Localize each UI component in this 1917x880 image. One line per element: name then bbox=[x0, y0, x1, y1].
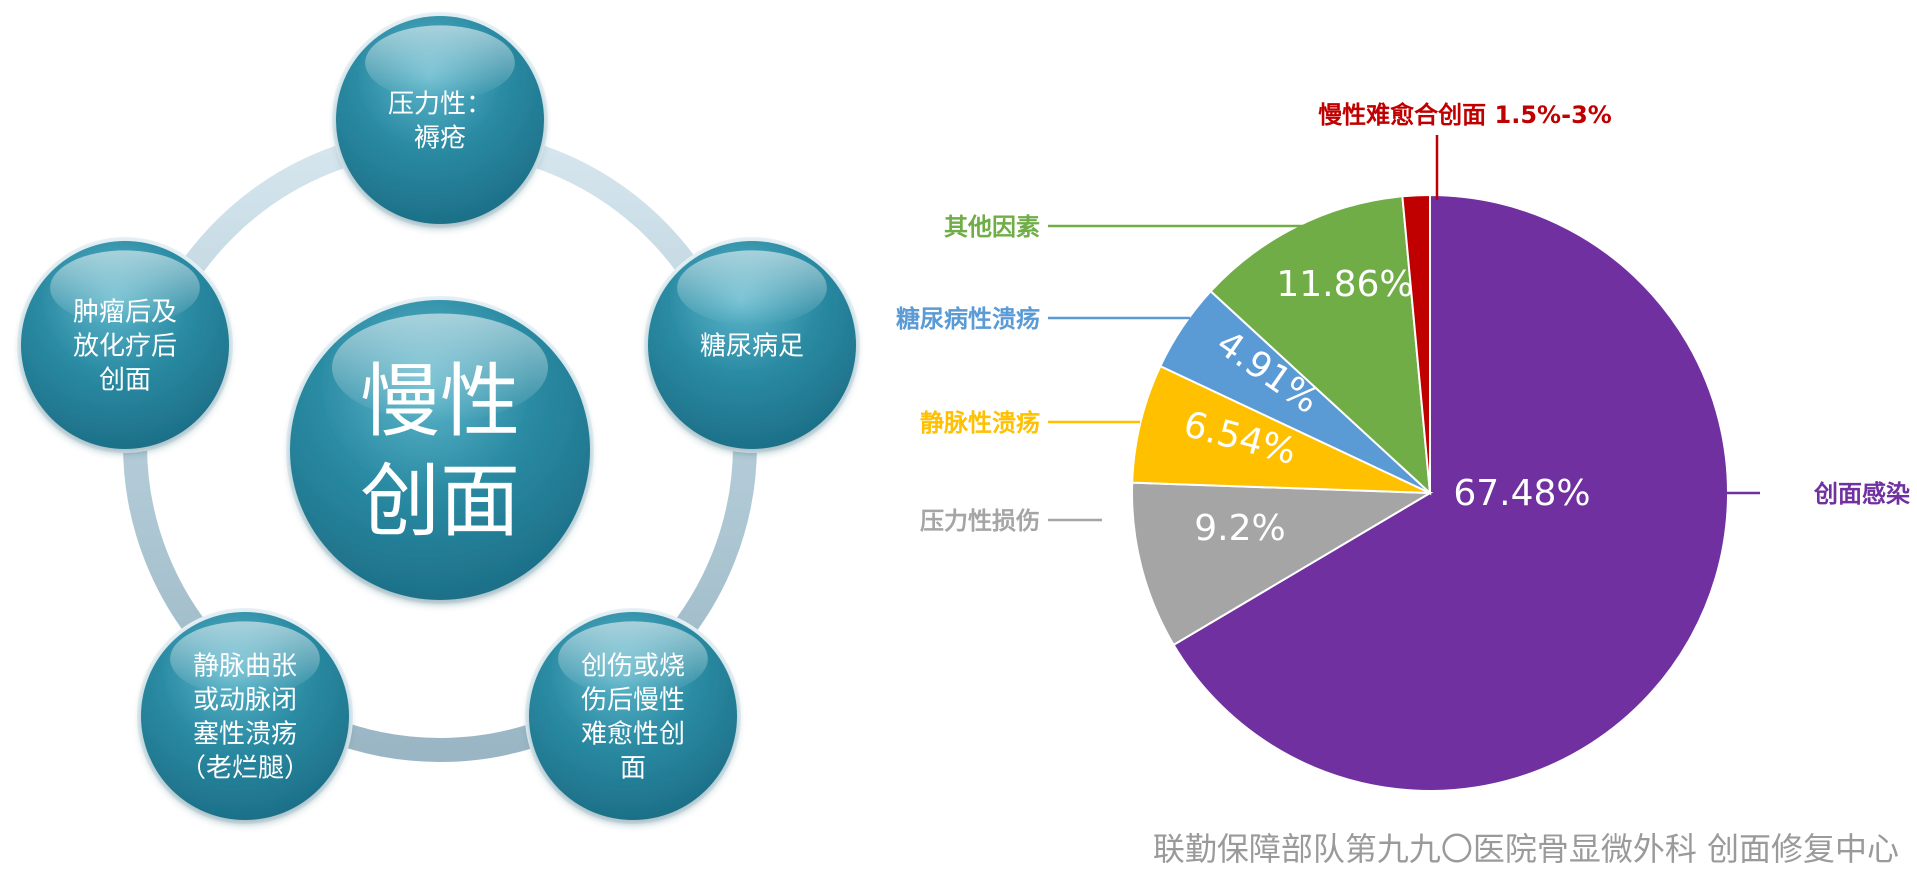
node-top-gloss bbox=[365, 25, 515, 101]
node-top: 压力性： 褥疮 bbox=[332, 12, 548, 228]
node-right-gloss bbox=[677, 250, 827, 326]
pie-slice bbox=[1131, 481, 1434, 647]
node-bottom-right-gloss bbox=[558, 621, 708, 697]
node-bottom-left-gloss bbox=[170, 621, 320, 697]
node-bottom-right-text: 难愈性创 bbox=[581, 719, 685, 749]
pie-chart: 67.48% 创面感染9.2%压力性损伤6.54%静脉性溃疡4.91%糖尿病性溃疡… bbox=[896, 101, 1910, 792]
node-top-text: 压力性： bbox=[388, 89, 492, 119]
node-bottom-left-text: 或动脉闭 bbox=[193, 685, 297, 715]
pie-category-label: 静脉性溃疡 bbox=[920, 409, 1040, 437]
pie-value-label: 11.86% bbox=[1276, 264, 1413, 305]
node-bottom-right-text: 伤后慢性 bbox=[581, 685, 685, 715]
pie-value-label: 9.2% bbox=[1194, 508, 1285, 549]
node-bottom-right-text: 面 bbox=[620, 753, 646, 783]
center-node-gloss bbox=[332, 313, 548, 422]
center-node-text: 创面 bbox=[360, 455, 520, 548]
node-left-gloss bbox=[50, 250, 200, 326]
pie-slice bbox=[1131, 364, 1431, 494]
pie-category-label: 其他因素 bbox=[944, 213, 1040, 241]
node-top-text: 褥疮 bbox=[414, 123, 466, 153]
pie-value-label: 67.48% bbox=[1453, 473, 1590, 514]
pie-category-label: 糖尿病性溃疡 bbox=[896, 305, 1040, 333]
node-left-text: 创面 bbox=[99, 365, 151, 395]
node-bottom-right-text: 创伤或烧 bbox=[581, 651, 685, 681]
pie-category-label: 压力性损伤 bbox=[920, 507, 1040, 535]
center-node-text: 慢性 bbox=[360, 355, 520, 448]
node-bottom-left-text: 塞性溃疡 bbox=[193, 719, 297, 749]
pie-category-label: 创面感染 bbox=[1813, 480, 1910, 508]
pie-category-label: 慢性难愈合创面 1.5%-3% bbox=[1318, 101, 1612, 129]
node-bottom-left-text: （老烂腿） bbox=[180, 753, 310, 783]
node-bottom-left-text: 静脉曲张 bbox=[193, 651, 297, 681]
node-left-text: 肿瘤后及 bbox=[73, 297, 177, 327]
node-left-text: 放化疗后 bbox=[73, 331, 177, 361]
node-right-text: 糖尿病足 bbox=[700, 331, 804, 361]
node-right: 糖尿病足 bbox=[644, 237, 860, 453]
pie-slice bbox=[1172, 193, 1729, 792]
pie-slice bbox=[1401, 193, 1431, 494]
footer-credit: 联勤保障部队第九九〇医院骨显微外科 创面修复中心 bbox=[1152, 830, 1899, 868]
